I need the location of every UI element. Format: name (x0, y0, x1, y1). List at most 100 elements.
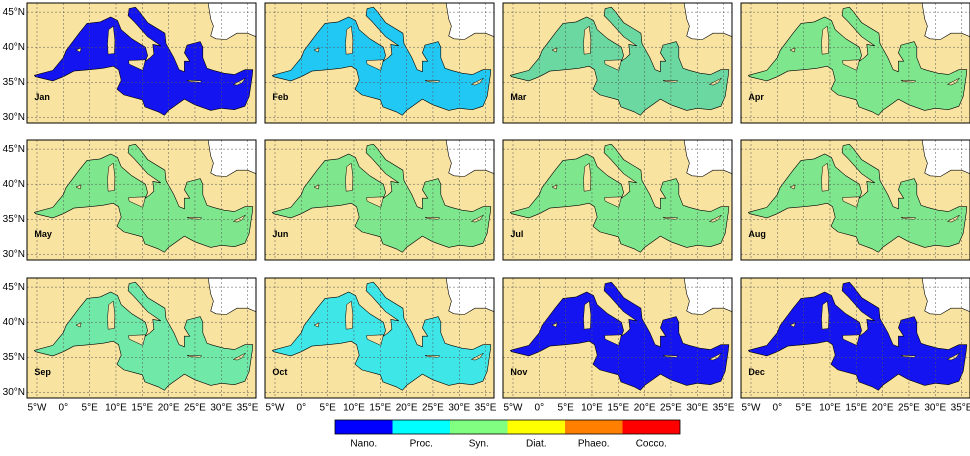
island (708, 352, 722, 361)
lon-tick-label: 30°E (448, 403, 470, 414)
map-panel: May (26, 139, 257, 261)
lon-tick-label: 10°E (819, 403, 841, 414)
island (75, 47, 82, 53)
island (313, 47, 320, 53)
lon-tick-label: 35°E (475, 403, 497, 414)
island (708, 214, 722, 223)
panel-frame (26, 277, 257, 399)
month-label: Sep (34, 367, 51, 377)
island (107, 300, 116, 330)
lat-tick-label: 40°N (3, 317, 25, 328)
island (75, 322, 82, 328)
legend-swatch (335, 420, 393, 434)
lon-tick-label: 15°E (131, 403, 153, 414)
island (551, 184, 558, 190)
legend-label: Proc. (410, 439, 433, 450)
island (366, 334, 384, 346)
lon-tick-label: 5°E (796, 403, 813, 414)
lon-tick-label: 15°E (845, 403, 867, 414)
lon-tick-label: 5°E (558, 403, 575, 414)
island (946, 352, 960, 361)
island (821, 300, 830, 330)
lat-tick-label: 30°N (3, 387, 25, 398)
island (345, 25, 354, 55)
island (946, 77, 960, 86)
lat-tick-label: 35°N (3, 214, 25, 225)
black-sea (445, 2, 495, 40)
island (470, 214, 484, 223)
map-panel: Nov (502, 277, 733, 399)
lat-tick-label: 45°N (3, 282, 25, 293)
island (789, 47, 796, 53)
island (313, 322, 320, 328)
month-label: Dec (748, 367, 765, 377)
month-label: Jul (510, 229, 523, 239)
lon-tick-label: 0° (297, 403, 307, 414)
lon-tick-label: 25°E (422, 403, 444, 414)
island (232, 214, 246, 223)
black-sea (921, 277, 970, 315)
panel-frame (740, 139, 970, 261)
map-panel: Oct (264, 277, 495, 399)
lon-tick-label: 5°W (28, 403, 48, 414)
island (75, 184, 82, 190)
lon-tick-label: 35°E (713, 403, 735, 414)
legend-label: Syn. (469, 439, 489, 450)
lon-tick-label: 20°E (872, 403, 894, 414)
lon-tick-label: 15°E (607, 403, 629, 414)
lon-tick-label: 30°E (924, 403, 946, 414)
month-label: Mar (510, 92, 527, 102)
island (345, 300, 354, 330)
map-panel: Jun (264, 139, 495, 261)
month-label: Apr (748, 92, 764, 102)
lon-tick-label: 25°E (660, 403, 682, 414)
panel-frame (502, 2, 733, 124)
legend-label: Cocco. (636, 439, 667, 450)
lat-tick-label: 35°N (3, 77, 25, 88)
map-panel: Jan (26, 2, 257, 124)
lon-tick-label: 35°E (237, 403, 259, 414)
island (470, 352, 484, 361)
month-label: Jun (272, 229, 288, 239)
island (107, 25, 116, 55)
lon-tick-label: 5°E (320, 403, 337, 414)
lat-tick-label: 35°N (3, 352, 25, 363)
legend-swatch (622, 420, 680, 434)
lon-tick-label: 10°E (105, 403, 127, 414)
lat-tick-label: 30°N (3, 112, 25, 123)
lon-tick-label: 10°E (581, 403, 603, 414)
month-label: Jan (34, 92, 50, 102)
lat-tick-label: 45°N (3, 144, 25, 155)
month-label: Feb (272, 92, 289, 102)
island (232, 352, 246, 361)
island (821, 25, 830, 55)
month-label: May (34, 229, 52, 239)
island (583, 25, 592, 55)
island (345, 162, 354, 192)
lon-tick-label: 20°E (158, 403, 180, 414)
island (946, 214, 960, 223)
island (128, 59, 146, 71)
island (708, 77, 722, 86)
lon-tick-label: 0° (59, 403, 69, 414)
map-panel: Aug (740, 139, 970, 261)
panel-frame (740, 277, 970, 399)
lon-tick-label: 10°E (343, 403, 365, 414)
black-sea (207, 139, 257, 177)
island (583, 300, 592, 330)
black-sea (921, 2, 970, 40)
month-label: Aug (748, 229, 766, 239)
island (842, 334, 860, 346)
lon-tick-label: 20°E (634, 403, 656, 414)
island (583, 162, 592, 192)
lat-tick-label: 40°N (3, 179, 25, 190)
island (128, 196, 146, 208)
month-label: Oct (272, 367, 287, 377)
lon-tick-label: 5°E (82, 403, 99, 414)
lon-tick-label: 0° (535, 403, 545, 414)
legend-label: Nano. (350, 439, 377, 450)
island (232, 77, 246, 86)
lon-tick-label: 15°E (369, 403, 391, 414)
black-sea (683, 2, 733, 40)
